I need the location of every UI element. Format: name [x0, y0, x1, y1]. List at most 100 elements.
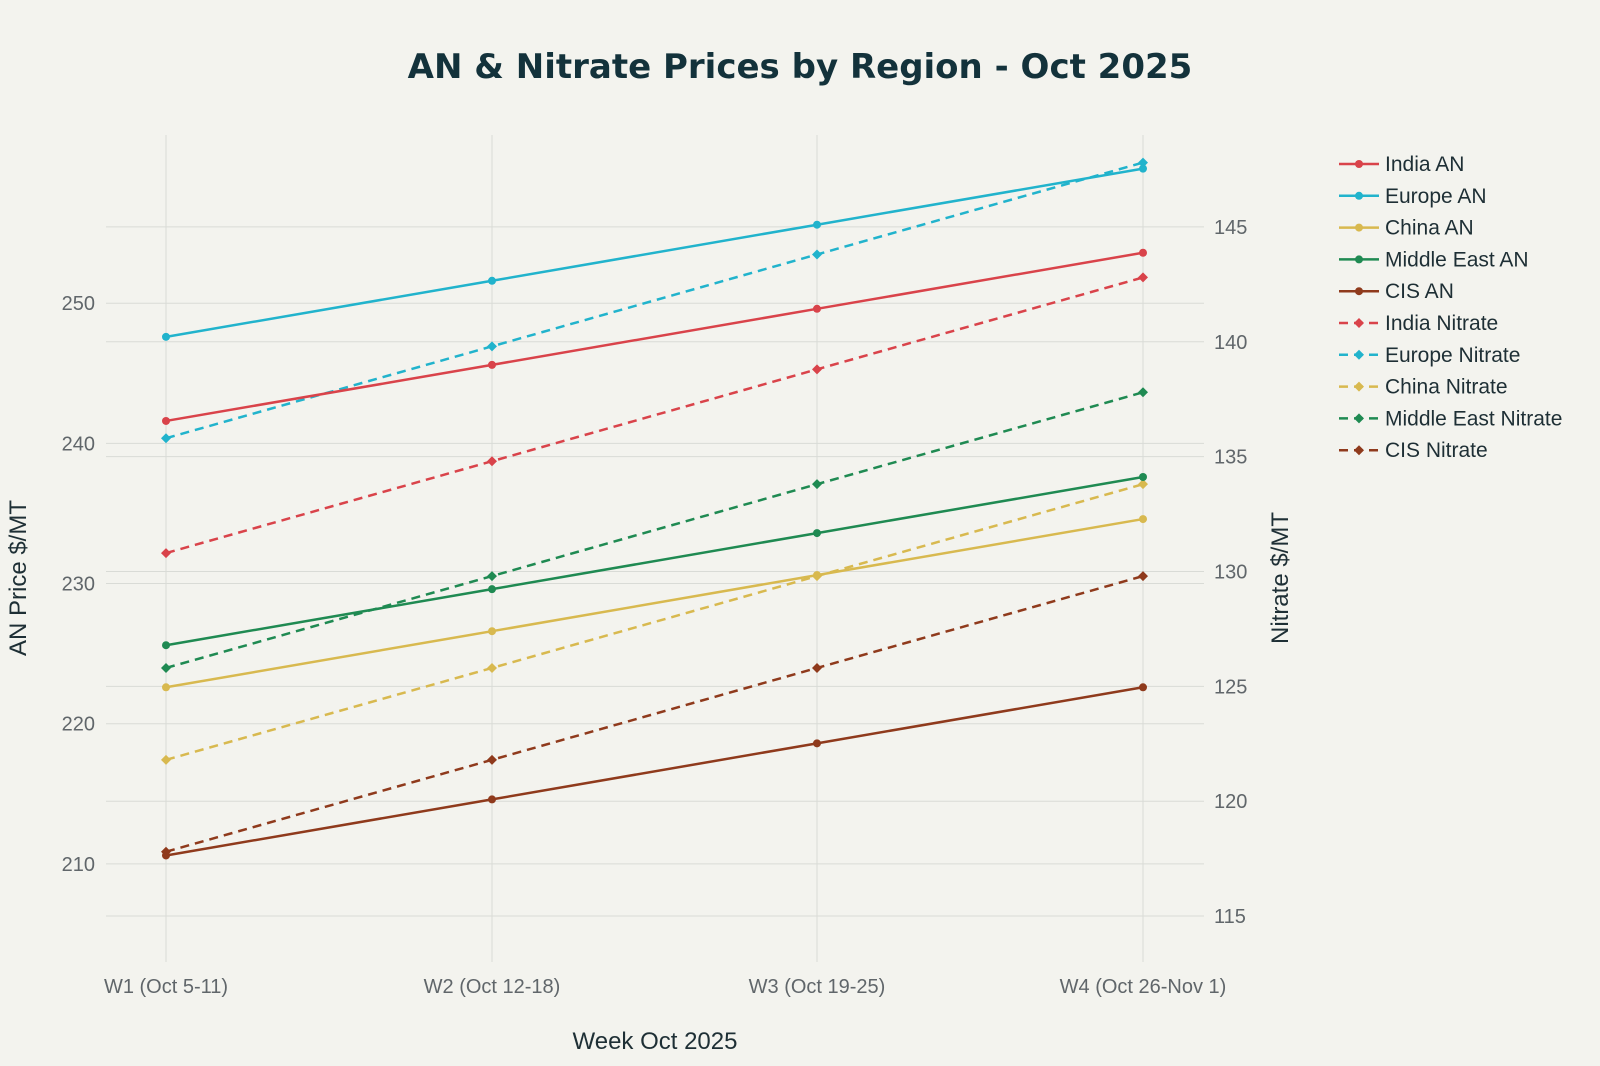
right-y-tick-label: 125 [1214, 676, 1247, 698]
data-point [813, 739, 821, 748]
right-y-tick-label: 135 [1214, 447, 1247, 469]
data-point [813, 304, 821, 313]
data-point [813, 220, 821, 229]
series-line [165, 251, 1144, 423]
data-point [162, 851, 170, 860]
legend-marker [1354, 445, 1364, 456]
data-point [161, 548, 171, 559]
data-point [487, 571, 497, 582]
left-y-tick-label: 230 [62, 574, 95, 596]
legend-label: Middle East AN [1385, 248, 1529, 271]
left-axis-title: AN Price $/MT [5, 500, 32, 656]
series-middle-east-nitrate [161, 387, 1148, 673]
series-cis-an [162, 683, 1147, 860]
x-tick-label: W3 (Oct 19-25) [749, 976, 886, 998]
legend-label: Europe AN [1385, 185, 1487, 208]
data-point [1139, 683, 1147, 692]
series-line [165, 391, 1144, 670]
legend-marker [1354, 413, 1364, 424]
legend-item-china-nitrate: China Nitrate [1339, 376, 1508, 399]
series-line [165, 167, 1144, 339]
data-point [161, 433, 171, 444]
legend-marker [1355, 255, 1363, 264]
data-point [161, 754, 171, 765]
chart-title: AN & Nitrate Prices by Region - Oct 2025 [408, 47, 1193, 87]
data-point [487, 456, 497, 467]
left-y-tick-label: 220 [62, 714, 95, 736]
right-y-tick-label: 115 [1214, 906, 1246, 928]
data-point [487, 662, 497, 673]
series-line [165, 517, 1144, 689]
series-india-nitrate [161, 272, 1148, 559]
data-point [487, 754, 497, 765]
series-china-an [162, 515, 1147, 692]
data-point [1138, 571, 1148, 582]
data-point [488, 276, 496, 285]
data-point [488, 627, 496, 636]
x-axis-title: Week Oct 2025 [573, 1028, 738, 1055]
legend-marker [1354, 349, 1364, 360]
legend-item-india-an: India AN [1339, 153, 1464, 176]
series-china-nitrate [161, 479, 1148, 765]
data-point [812, 662, 822, 673]
legend-marker [1354, 318, 1364, 328]
series-middle-east-an [162, 473, 1147, 650]
legend-item-cis-nitrate: CIS Nitrate [1339, 439, 1488, 462]
right-axis-ticks: 115 120 125 130 135 140 145 [1214, 217, 1247, 928]
series-line [165, 574, 1144, 853]
legend-item-europe-an: Europe AN [1339, 185, 1487, 208]
right-y-tick-label: 140 [1214, 332, 1247, 354]
series-line [165, 475, 1144, 647]
grid [106, 135, 1204, 962]
data-point [1139, 473, 1147, 482]
data-point [162, 332, 170, 341]
legend-marker [1354, 381, 1364, 392]
series-line [165, 276, 1144, 555]
legend-label: CIS AN [1385, 280, 1454, 303]
legend-item-middle-east-an: Middle East AN [1339, 248, 1529, 271]
legend-label: Europe Nitrate [1385, 344, 1520, 367]
series-line [165, 686, 1144, 857]
legend-item-middle-east-nitrate: Middle East Nitrate [1339, 407, 1562, 430]
data-point [812, 479, 822, 490]
data-point [1138, 272, 1148, 283]
legend: India AN Europe AN China AN Middle East AN C… [1339, 153, 1562, 462]
series-europe-an [162, 164, 1147, 341]
right-axis-title: Nitrate $/MT [1267, 512, 1294, 644]
data-point [1138, 387, 1148, 398]
data-point [1139, 164, 1147, 173]
left-y-tick-label: 240 [62, 433, 95, 455]
legend-label: CIS Nitrate [1385, 439, 1488, 462]
legend-label: China AN [1385, 217, 1474, 240]
legend-marker [1355, 223, 1363, 232]
data-point [813, 529, 821, 538]
data-point [1138, 157, 1148, 168]
data-point [162, 416, 170, 425]
series-india-an [162, 248, 1147, 425]
left-axis-ticks: 210 220 230 240 250 [62, 293, 95, 876]
data-point [812, 364, 822, 375]
right-y-tick-label: 120 [1214, 791, 1247, 813]
series-cis-nitrate [161, 571, 1148, 857]
legend-marker [1355, 287, 1363, 296]
x-tick-label: W2 (Oct 12-18) [424, 976, 561, 998]
data-point [1139, 248, 1147, 257]
series-europe-nitrate [161, 157, 1148, 444]
right-y-tick-label: 145 [1214, 217, 1247, 239]
data-point [1138, 479, 1148, 490]
data-point [813, 571, 821, 580]
legend-item-cis-an: CIS AN [1339, 280, 1454, 303]
right-y-tick-label: 130 [1214, 561, 1247, 583]
data-point [162, 641, 170, 650]
data-point [162, 683, 170, 692]
data-point [1139, 515, 1147, 524]
data-point [161, 662, 171, 673]
series-line [165, 482, 1144, 762]
legend-item-china-an: China AN [1339, 217, 1474, 240]
data-point [488, 360, 496, 369]
data-point [488, 585, 496, 594]
x-tick-label: W1 (Oct 5-11) [104, 976, 228, 998]
legend-label: China Nitrate [1385, 376, 1508, 399]
legend-item-europe-nitrate: Europe Nitrate [1339, 344, 1520, 367]
